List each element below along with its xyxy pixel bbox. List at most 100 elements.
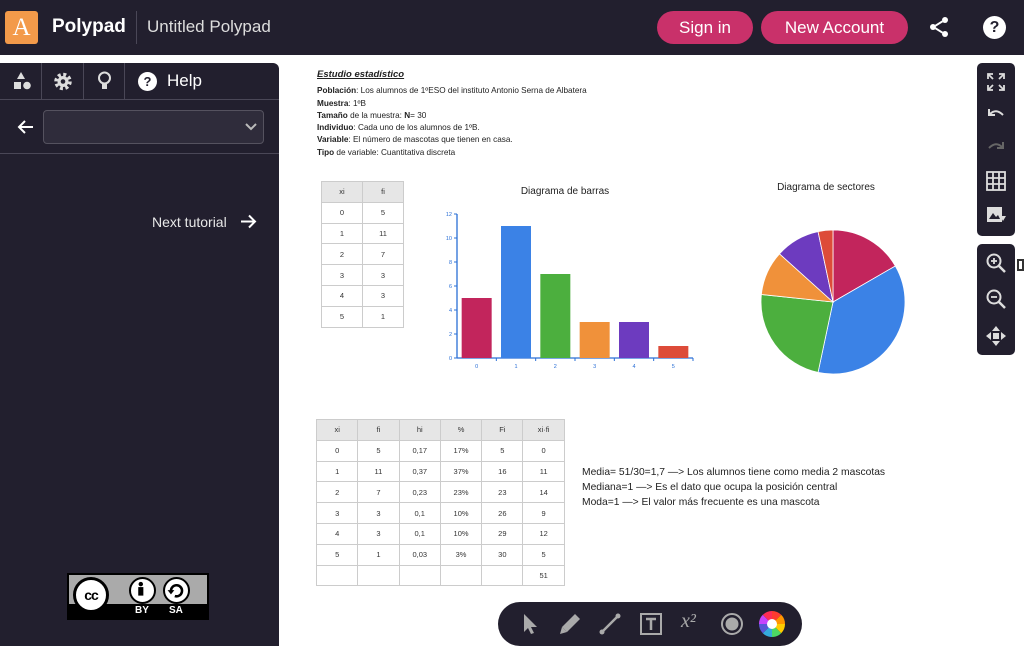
arrow-right-icon[interactable] <box>240 213 257 230</box>
table-cell: 3 <box>362 284 404 307</box>
table-cell: 4 <box>315 522 359 545</box>
equation-icon[interactable]: x² <box>681 610 696 632</box>
pan-icon[interactable] <box>985 325 1007 347</box>
sidebar-tabs: ? Help <box>0 63 279 100</box>
table-cell: 0 <box>315 439 359 462</box>
y-tick-label: 0 <box>449 356 452 362</box>
color-wheel-center <box>767 619 777 629</box>
table-row: 1 11 <box>321 222 404 245</box>
tab-ideas[interactable] <box>84 63 125 100</box>
table-header-cell: Fi <box>481 419 524 441</box>
back-arrow-icon[interactable] <box>17 118 35 136</box>
study-row-text: de variable: Cuantitativa discreta <box>334 147 456 157</box>
next-tutorial-link[interactable]: Next tutorial <box>152 214 227 230</box>
tab-settings[interactable] <box>42 63 84 100</box>
table-cell: 1 <box>321 222 363 245</box>
chevron-down-icon <box>245 123 257 131</box>
table-cell <box>398 564 441 587</box>
table-cell: 5 <box>321 305 363 328</box>
study-row-label: N <box>404 110 411 120</box>
table-cell: 11 <box>362 222 404 245</box>
color-wheel-icon[interactable] <box>758 610 786 638</box>
table-cell: 0,1 <box>398 522 441 545</box>
bar <box>579 322 610 358</box>
tutorial-select[interactable] <box>43 110 264 144</box>
study-row: Tipo de variable: Cuantitativa discreta <box>317 147 647 159</box>
undo-icon[interactable] <box>985 104 1007 126</box>
text-icon[interactable] <box>639 612 663 636</box>
table-cell: 1 <box>362 305 404 328</box>
pie-slice <box>817 265 906 375</box>
new-account-button[interactable]: New Account <box>761 11 908 44</box>
table-cell: 0,23 <box>398 481 441 504</box>
sign-in-button[interactable]: Sign in <box>657 11 753 44</box>
file-title[interactable]: Untitled Polypad <box>147 17 271 36</box>
tutorial-nav <box>0 100 279 154</box>
app-name: Polypad <box>52 16 126 37</box>
help-icon[interactable]: ? <box>983 16 1006 39</box>
mean-line: Media= 51/30=1,7 —> Los alumnos tiene co… <box>582 467 886 478</box>
table-cell: 3 <box>357 502 400 524</box>
study-title: Estudio estadístico <box>317 69 405 80</box>
circle-icon[interactable] <box>720 612 744 636</box>
table-cell: 29 <box>481 522 524 545</box>
zoom-in-icon[interactable] <box>985 252 1007 274</box>
share-icon[interactable] <box>927 15 951 39</box>
table-cell: 10% <box>439 522 483 545</box>
study-description: Estudio estadístico Población: Los alumn… <box>317 69 647 159</box>
table-cell: 14 <box>522 481 565 504</box>
fullscreen-icon[interactable] <box>985 71 1007 93</box>
tab-help[interactable]: ? Help <box>125 63 279 100</box>
line-icon[interactable] <box>598 612 622 636</box>
table-row: 0 5 0,17 17% 5 0 <box>315 439 565 462</box>
mode-line: Moda=1 —> El valor más frecuente es una … <box>582 497 820 508</box>
table-cell: 7 <box>357 481 400 504</box>
cc-license-badge[interactable]: cc BY SA <box>67 573 209 620</box>
y-tick-label: 2 <box>449 332 452 338</box>
grid-icon[interactable] <box>985 170 1007 192</box>
table-cell: 12 <box>522 522 565 545</box>
help-label: Help <box>167 71 202 90</box>
tab-shapes[interactable] <box>0 63 42 100</box>
table-cell: 2 <box>315 481 359 504</box>
by-label: BY <box>135 605 149 616</box>
table-cell: 23% <box>439 481 483 504</box>
full-frequency-table: xi fi hi% Fi xi·fi 0 5 0,17 17% 5 0 1 11 0,37 37% 16 11 2… <box>315 419 565 587</box>
study-row-text: : El número de mascotas que tienen en ca… <box>348 135 513 145</box>
redo-icon[interactable] <box>985 137 1007 159</box>
table-cell: 11 <box>522 460 565 483</box>
image-download-icon[interactable] <box>985 204 1007 226</box>
pie-slice <box>817 229 834 303</box>
table-cell: 5 <box>481 439 524 462</box>
table-cell: 2 <box>321 243 363 266</box>
cc-icon: cc <box>73 577 109 613</box>
table-cell <box>481 564 524 587</box>
table-cell: 37% <box>439 460 483 483</box>
pie-slice <box>760 294 834 373</box>
table-cell: 3 <box>315 502 359 524</box>
header-divider <box>136 11 137 44</box>
x-tick-label: 5 <box>672 364 675 370</box>
study-row: Población: Los alumnos de 1ºESO del inst… <box>317 85 647 97</box>
panel-resize-handle[interactable] <box>1017 259 1024 271</box>
pen-icon[interactable] <box>558 612 582 636</box>
study-row: Muestra: 1ºB <box>317 98 647 110</box>
table-cell: 10% <box>439 502 483 524</box>
study-row-text: : 1ºB <box>348 98 366 108</box>
table-cell: 5 <box>315 543 359 566</box>
table-cell: 0 <box>321 201 363 224</box>
table-cell: 3% <box>439 543 483 566</box>
zoom-out-icon[interactable] <box>985 288 1007 310</box>
view-toolbar <box>977 63 1015 236</box>
pointer-icon[interactable] <box>518 612 542 636</box>
amplify-logo[interactable]: A <box>5 11 38 44</box>
x-tick-label: 0 <box>475 364 478 370</box>
pie-chart: Diagrama de sectores <box>760 182 906 375</box>
y-tick-label: 6 <box>449 284 452 290</box>
pie-slice <box>832 229 896 303</box>
table-header-row: xi fi <box>321 181 404 203</box>
table-row: 3 3 0,1 10% 26 9 <box>315 502 565 524</box>
